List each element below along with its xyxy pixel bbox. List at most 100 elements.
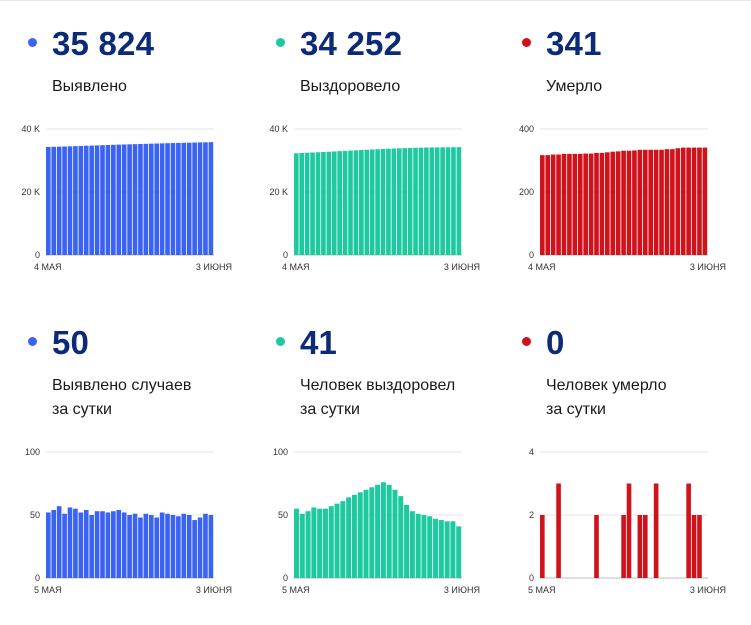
bar-chart: 0 50 100 5 МАЯ 3 ИЮНЯ (273, 447, 480, 595)
bar (127, 515, 132, 578)
stat-label-line: Человек умерло (546, 377, 667, 394)
bar (648, 149, 654, 255)
bar (375, 484, 381, 578)
bar (100, 511, 105, 578)
bar (116, 144, 122, 255)
bar (299, 513, 305, 578)
y-tick-label: 100 (25, 447, 40, 457)
bar (186, 142, 192, 255)
bar (621, 150, 626, 255)
bar (386, 148, 391, 255)
bar (670, 149, 675, 255)
bar (94, 511, 100, 578)
bar (321, 152, 326, 255)
bar (653, 149, 659, 255)
bar (691, 147, 697, 255)
bar (51, 146, 57, 255)
bar (165, 513, 170, 578)
stat-label-line: Выявлено случаев (52, 377, 192, 394)
bar (315, 152, 321, 255)
bar (615, 151, 621, 255)
bar (203, 142, 208, 255)
bar (159, 143, 165, 255)
bar (632, 150, 637, 255)
bar (440, 147, 445, 255)
legend-dot (276, 337, 285, 346)
bar (78, 512, 84, 578)
bar (686, 147, 691, 255)
bar (105, 145, 111, 255)
bar (621, 515, 626, 578)
bar (572, 153, 578, 255)
y-tick-label: 20 K (21, 187, 40, 197)
bar (132, 144, 138, 255)
bar (444, 521, 450, 578)
y-tick-label: 0 (35, 573, 40, 583)
bar (364, 149, 370, 255)
bar (138, 517, 143, 578)
bar (550, 154, 556, 255)
bar (294, 508, 299, 578)
bar (111, 511, 116, 578)
stat-value: 41 (300, 324, 338, 361)
bar (456, 526, 462, 578)
y-tick-label: 0 (283, 573, 288, 583)
stat-label-line: за сутки (52, 401, 112, 418)
bar (121, 144, 127, 255)
bar (304, 152, 310, 255)
y-tick-label: 0 (283, 250, 288, 260)
bar (605, 152, 610, 255)
bar (702, 147, 708, 255)
bar (192, 142, 197, 255)
stat-label-line: Умерло (546, 78, 603, 95)
top-divider (0, 0, 751, 1)
bar (407, 147, 413, 255)
stat-label: Выявлено (52, 75, 127, 99)
bar-chart: 0 200 400 4 МАЯ 3 ИЮНЯ (519, 124, 726, 272)
bar (363, 489, 369, 578)
legend-dot (28, 337, 37, 346)
bar (556, 483, 561, 578)
bar (369, 149, 375, 255)
bar (197, 517, 203, 578)
bar (642, 149, 648, 255)
x-start-label: 4 МАЯ (282, 262, 310, 272)
bar (577, 153, 583, 255)
stat-value: 341 (546, 25, 602, 62)
bar (116, 509, 122, 578)
bar (415, 513, 421, 578)
stat-value: 34 252 (300, 25, 403, 62)
stat-label-line: Человек выздоровел (300, 377, 456, 394)
bar (351, 494, 357, 578)
bar (165, 143, 170, 255)
bar (203, 513, 208, 578)
bar (456, 147, 462, 255)
bar (83, 145, 89, 255)
stat-label-line: за сутки (300, 401, 360, 418)
bar (310, 152, 315, 255)
bar (328, 506, 334, 578)
bar (73, 508, 78, 578)
bar (342, 150, 348, 255)
bar (433, 518, 439, 578)
y-tick-label: 40 K (21, 124, 40, 134)
bar (121, 512, 127, 578)
x-end-label: 3 ИЮНЯ (196, 585, 232, 595)
stat-label: Человек умерло за сутки (546, 374, 667, 422)
bar (637, 149, 643, 255)
y-tick-label: 2 (529, 510, 534, 520)
bar (192, 520, 197, 578)
y-tick-label: 4 (529, 447, 534, 457)
bar (664, 149, 670, 255)
bar (691, 515, 697, 578)
x-start-label: 5 МАЯ (282, 585, 310, 595)
bar (176, 142, 181, 255)
y-tick-label: 20 K (269, 187, 288, 197)
bar (375, 149, 380, 255)
bar (445, 147, 451, 255)
stat-value: 50 (52, 324, 90, 361)
legend-dot (276, 38, 285, 47)
bar (556, 154, 561, 255)
bar-chart: 0 2 4 5 МАЯ 3 ИЮНЯ (528, 447, 726, 595)
bar (148, 515, 154, 578)
